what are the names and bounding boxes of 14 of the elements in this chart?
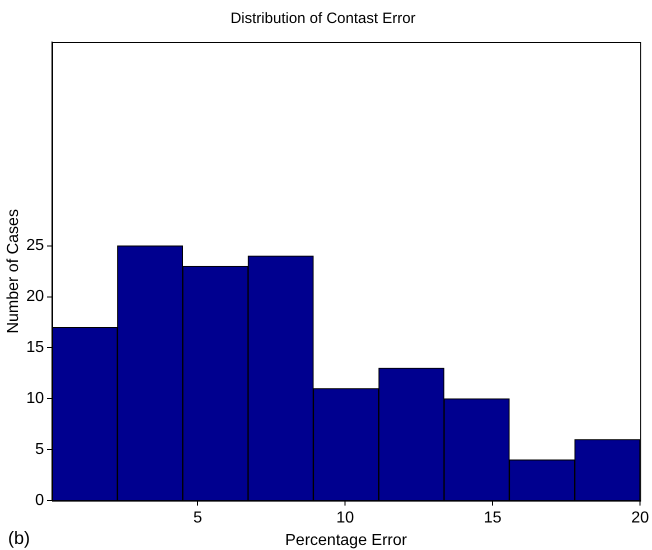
y-tick-label: 15 — [26, 339, 44, 356]
y-tick-label: 5 — [35, 441, 44, 458]
y-tick-label: 0 — [35, 492, 44, 510]
y-tick-label: 25 — [26, 237, 44, 254]
x-tick-label: 5 — [193, 510, 202, 527]
x-tick-label: 15 — [484, 510, 502, 527]
x-axis-title: Percentage Error — [285, 532, 408, 549]
x-tick-label: 10 — [336, 510, 354, 527]
chart-title: Distribution of Contast Error — [230, 10, 416, 28]
y-tick-label: 20 — [26, 288, 44, 306]
x-tick-label: 20 — [631, 510, 650, 527]
text: (b) — [8, 528, 30, 548]
y-tick-label: 10 — [26, 390, 44, 408]
y-axis-title: Number of Cases — [5, 209, 22, 334]
